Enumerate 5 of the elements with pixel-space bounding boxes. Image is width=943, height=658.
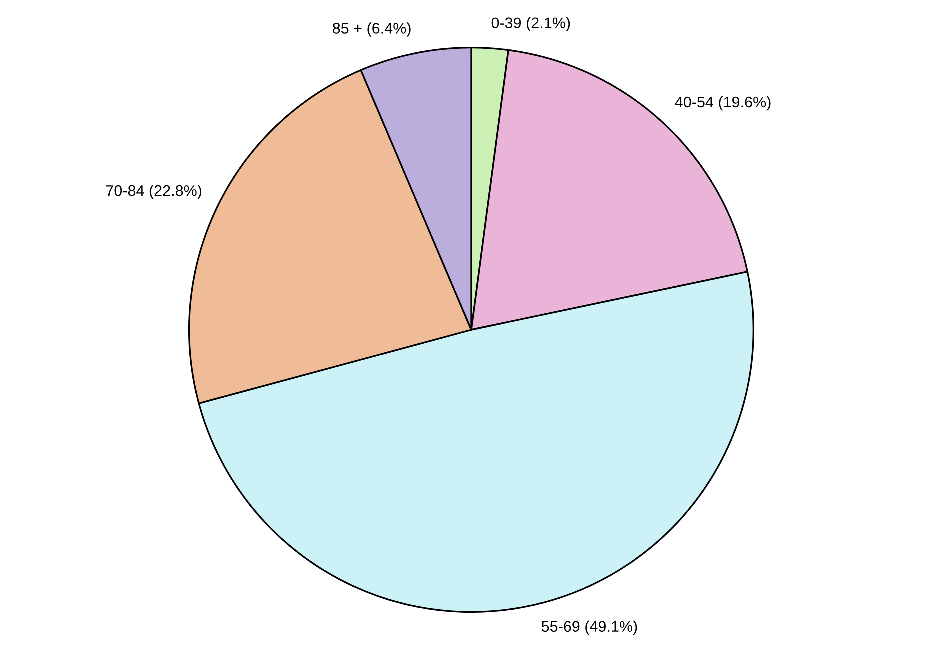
slice-label: 70-84 (22.8%) [106,185,202,200]
slice-label: 40-54 (19.6%) [675,96,771,111]
slice-label: 0-39 (2.1%) [492,17,570,32]
slice-label: 85 + (6.4%) [333,22,411,37]
slice-label: 55-69 (49.1%) [542,620,638,636]
